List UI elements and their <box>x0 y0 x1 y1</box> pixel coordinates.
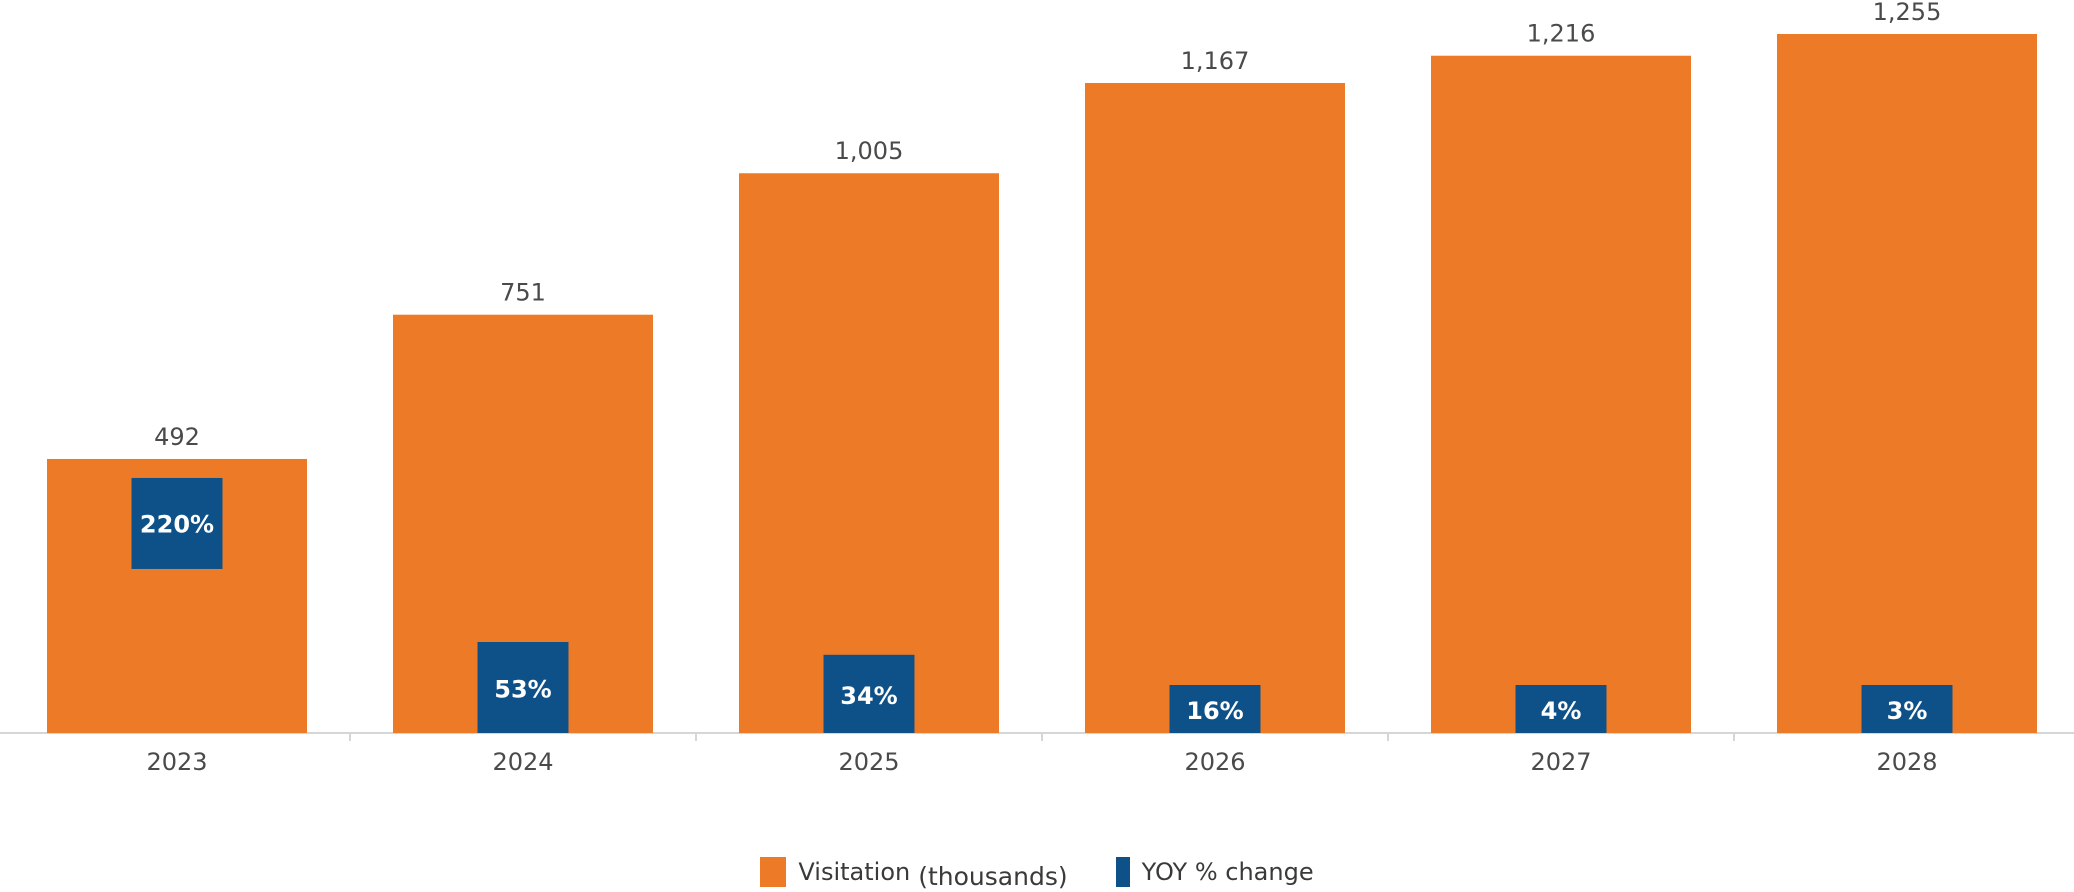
legend-swatch-visitation <box>760 857 786 887</box>
visitation-data-label: 1,255 <box>1873 0 1942 26</box>
visitation-data-label: 492 <box>154 423 200 451</box>
visitation-bar <box>1777 34 2037 733</box>
yoy-data-label: 3% <box>1887 697 1928 725</box>
legend-item-yoy: YOY % change <box>1116 857 1314 887</box>
x-tick-label: 2024 <box>492 748 553 776</box>
visitation-data-label: 1,005 <box>835 137 904 165</box>
legend-unit-visitation: (thousands) <box>918 862 1067 891</box>
visitation-bar <box>1431 56 1691 733</box>
bar-chart: 492 220% 2023 751 53% 2024 1,005 34% 2025 1,167 16… <box>0 0 2074 850</box>
chart-legend: Visitation (thousands) YOY % change <box>0 855 2074 889</box>
legend-item-visitation: Visitation (thousands) <box>760 857 1067 887</box>
yoy-data-label: 34% <box>840 682 897 710</box>
legend-swatch-yoy <box>1116 857 1130 887</box>
x-tick-label: 2026 <box>1184 748 1245 776</box>
yoy-data-label: 16% <box>1186 697 1243 725</box>
x-tick-label: 2025 <box>838 748 899 776</box>
x-tick-label: 2027 <box>1530 748 1591 776</box>
x-tick-label: 2028 <box>1876 748 1937 776</box>
legend-label-yoy: YOY % change <box>1142 858 1314 886</box>
visitation-bar <box>739 173 999 733</box>
yoy-data-label: 4% <box>1541 697 1582 725</box>
yoy-data-label: 220% <box>140 510 214 538</box>
visitation-data-label: 1,167 <box>1181 47 1250 75</box>
visitation-data-label: 1,216 <box>1527 20 1596 48</box>
visitation-data-label: 751 <box>500 279 546 307</box>
x-tick-label: 2023 <box>146 748 207 776</box>
visitation-bar <box>1085 83 1345 733</box>
legend-label-visitation: Visitation <box>798 858 910 886</box>
yoy-data-label: 53% <box>494 676 551 704</box>
